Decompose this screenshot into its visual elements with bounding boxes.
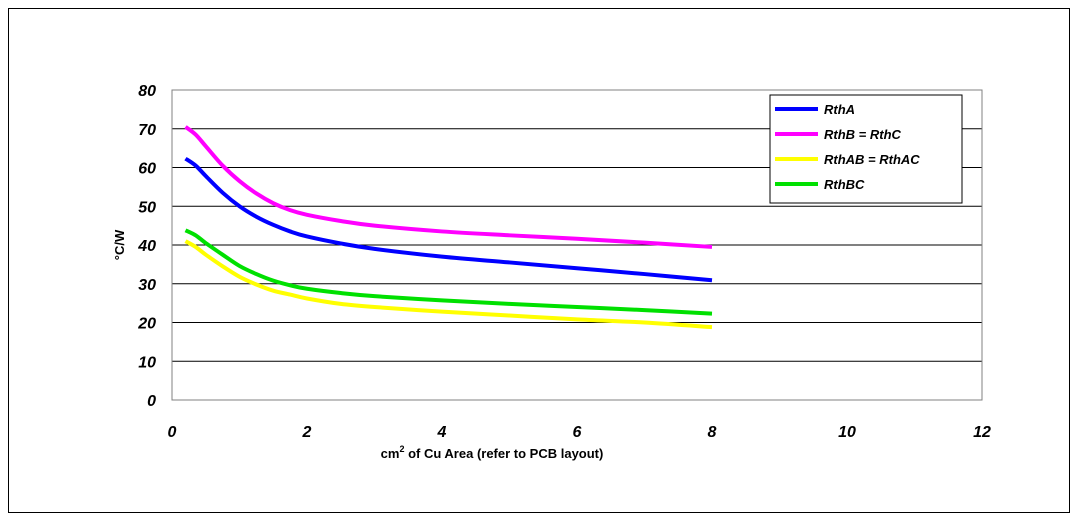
plot-area-border	[171, 89, 983, 401]
x-axis-label: cm2 of Cu Area (refer to PCB layout)	[381, 444, 604, 461]
legend-label: RthBC	[824, 177, 865, 192]
series-line-1	[184, 156, 713, 283]
chart-frame	[8, 8, 1070, 513]
x-axis-label-superscript: 2	[399, 444, 404, 454]
y-tick-label: 10	[138, 354, 156, 371]
x-tick-label: 6	[573, 424, 582, 441]
series-line-2	[184, 125, 713, 249]
x-tick-label: 4	[437, 424, 447, 441]
series-line-3	[184, 239, 713, 330]
y-tick-label: 60	[138, 161, 156, 178]
y-tick-label: 0	[147, 393, 156, 410]
y-tick-label: 30	[138, 277, 156, 294]
legend: RthA RthB = RthC RthAB = RthAC RthBC	[769, 94, 963, 204]
series-lines	[184, 125, 713, 330]
legend-label: RthAB = RthAC	[824, 152, 920, 167]
y-tick-label: 20	[137, 316, 156, 333]
y-tick-label: 70	[138, 122, 156, 139]
legend-label: RthB = RthC	[824, 127, 902, 142]
x-axis-label-suffix: of Cu Area (refer to PCB layout)	[404, 446, 603, 461]
x-tick-label: 12	[973, 424, 991, 441]
y-tick-label: 50	[138, 199, 156, 216]
y-tick-label: 40	[137, 238, 156, 255]
x-tick-label: 10	[838, 424, 856, 441]
x-tick-label: 2	[302, 424, 312, 441]
x-tick-label: 0	[168, 424, 177, 441]
series-line-4	[184, 228, 713, 316]
y-axis-label: °C/W	[112, 229, 127, 260]
legend-box	[769, 94, 963, 204]
x-axis-label-prefix: cm	[381, 446, 400, 461]
y-tick-label: 80	[138, 83, 156, 100]
legend-label: RthA	[824, 102, 855, 117]
tick-labels: 0 10 20 30 40 50 60 70 80 0 2 4 6 8 10 12	[137, 83, 991, 441]
x-tick-label: 8	[708, 424, 717, 441]
